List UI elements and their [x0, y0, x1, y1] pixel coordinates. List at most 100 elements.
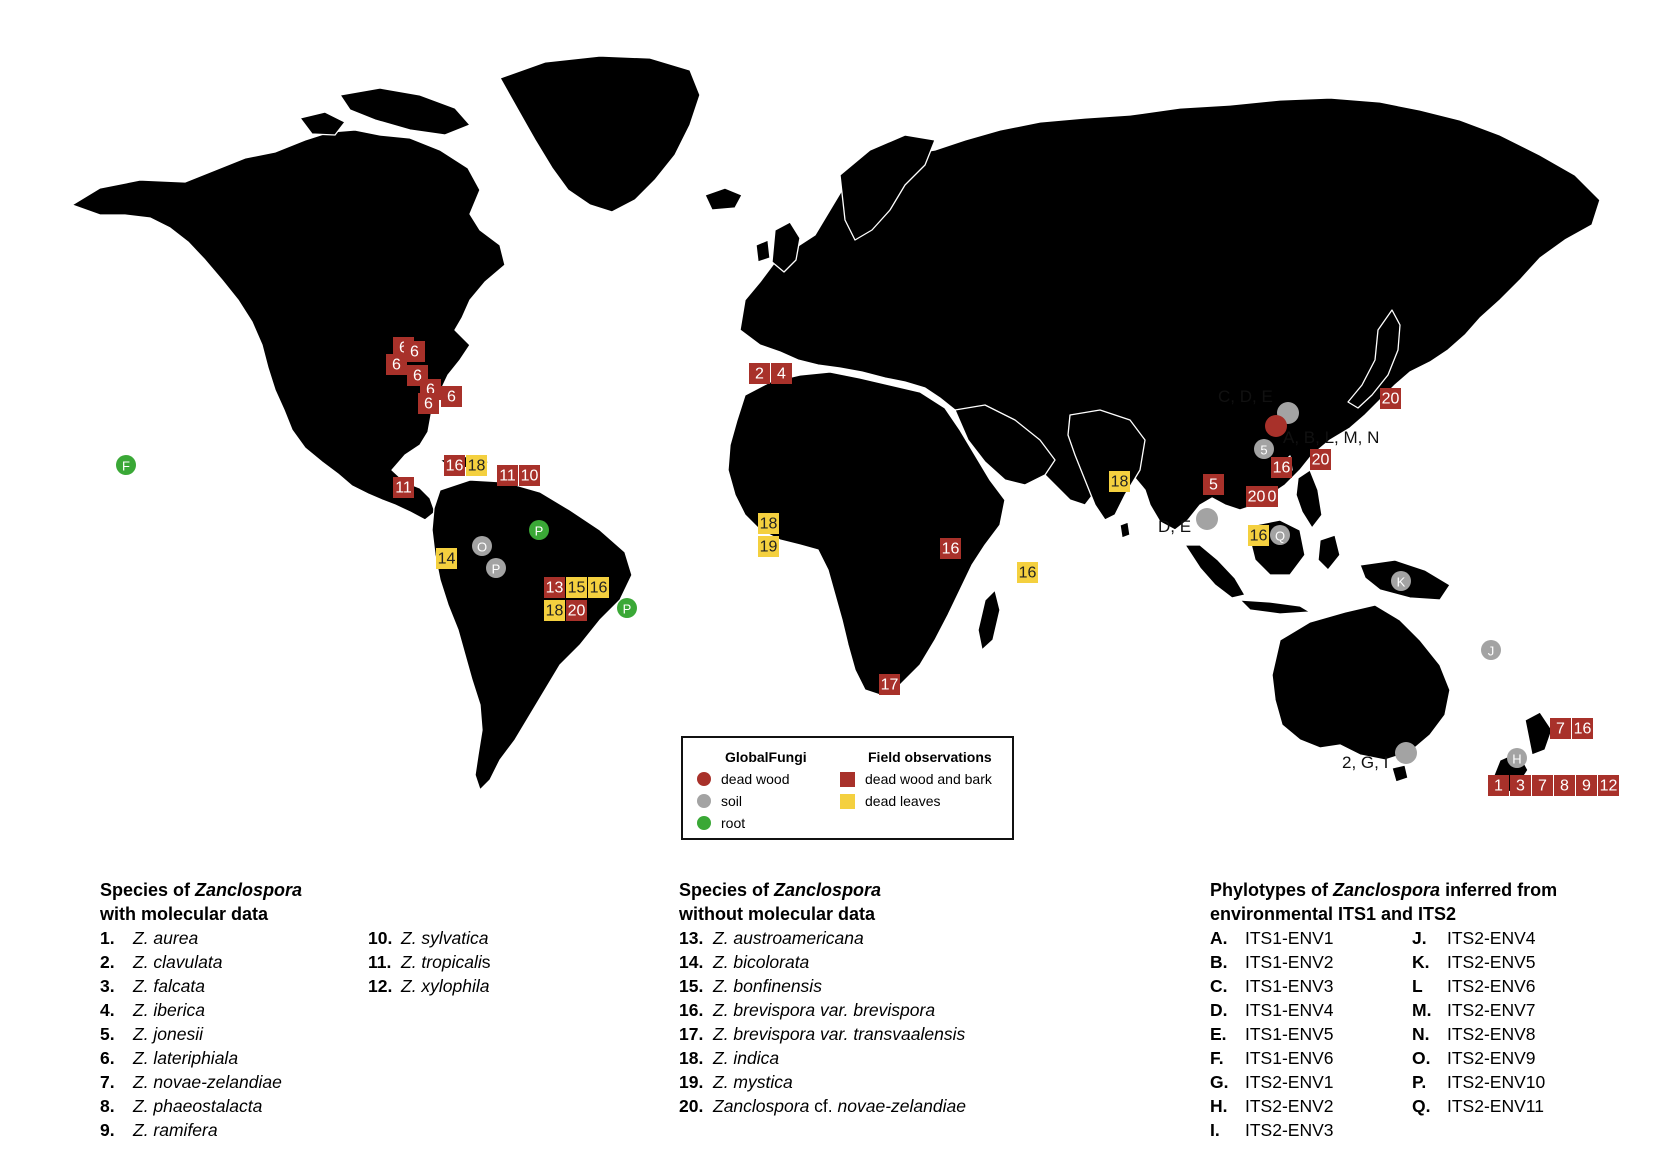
item-letter: J.: [1412, 928, 1427, 948]
marker-label: 20: [1248, 489, 1266, 506]
dead-leaves-marker: 18: [466, 455, 487, 476]
phylotype-item: I. ITS2-ENV3: [1210, 1118, 1557, 1142]
dead-wood-marker: 11: [393, 477, 414, 498]
phylotype-item: M. ITS2-ENV7: [1412, 998, 1545, 1022]
dead-wood-marker: 3: [1510, 775, 1531, 796]
marker-label: F: [122, 459, 130, 474]
species-mol-col-2: 10. Z. sylvatica 11. Z. tropicalis 12. Z. xyl…: [368, 926, 490, 998]
marker-label: Q: [1275, 529, 1285, 544]
list-item: 11. Z. tropicalis: [368, 952, 491, 972]
dead-wood-marker: 7: [1550, 718, 1571, 739]
species-nomol-list: 13. Z. austroamericana 14. Z. bicolorata 15.…: [679, 926, 966, 1118]
phylotypes-col-2: J. ITS2-ENV4 K. ITS2-ENV5 L ITS2-ENV6 M. ITS2-E…: [1412, 926, 1545, 1118]
dead-wood-marker: 17: [879, 674, 900, 695]
soil-marker: Q: [1270, 525, 1290, 545]
list-item: 15. Z. bonfinensis: [679, 974, 966, 998]
list-item: 7. Z. novae-zelandiae: [100, 1070, 302, 1094]
item-number: 2.: [100, 952, 115, 972]
dead-wood-marker: 6: [386, 354, 407, 375]
dead-wood-marker: 6: [418, 393, 439, 414]
list-item: 3. Z. falcata: [100, 974, 302, 998]
item-name: Zanclospora: [713, 1096, 810, 1116]
dead-wood-marker: 16: [1572, 718, 1593, 739]
list-item: 20. Zanclospora cf. novae-zelandiae: [679, 1096, 966, 1116]
marker-label: 16: [446, 458, 464, 475]
item-name: Z. austroamericana: [713, 928, 864, 948]
item-number: 14.: [679, 952, 704, 972]
dead-wood-marker: 4: [771, 363, 792, 384]
madagascar: [977, 589, 1001, 651]
dead-wood-circle-icon: [697, 772, 711, 786]
phylotype-callout: C, D, E: [1218, 387, 1273, 406]
phylotype-item: L ITS2-ENV6: [1412, 974, 1545, 998]
arabia: [954, 404, 1056, 486]
item-name: Z. brevispora var. brevispora: [713, 1000, 936, 1020]
item-letter: F.: [1210, 1048, 1224, 1068]
item-name: Z. clavulata: [133, 952, 223, 972]
dead-wood-marker: 8: [1554, 775, 1575, 796]
phylotypes-title: Phylotypes of Zanclospora inferred from: [1210, 880, 1558, 900]
item-name: Z. lateriphiala: [133, 1048, 239, 1068]
marker-label: 16: [1574, 721, 1592, 738]
soil-marker: O: [472, 536, 492, 556]
phylotype-item: Q. ITS2-ENV11: [1412, 1094, 1545, 1118]
phylotype-item: F. ITS1-ENV6: [1210, 1046, 1557, 1070]
legend-item-root: root: [697, 812, 807, 834]
species-without-molecular-data: Species of Zanclospora without molecular…: [679, 878, 966, 1118]
marker-label: 11: [499, 468, 516, 485]
list-item: 18. Z. indica: [679, 1046, 966, 1070]
legend-label: dead leaves: [865, 793, 941, 809]
dead-leaves-marker: 19: [758, 536, 779, 557]
species-mol-col-2-wrap: 10. Z. sylvatica 11. Z. tropicalis 12. Z. xyl…: [368, 926, 490, 998]
marker-label: 18: [1111, 474, 1129, 491]
legend-label: soil: [721, 793, 743, 809]
phylotype-item: P. ITS2-ENV10: [1412, 1070, 1545, 1094]
species-with-molecular-data: Species of Zanclospora with molecular da…: [100, 878, 302, 1142]
item-letter: D.: [1210, 1000, 1228, 1020]
marker-label: 14: [438, 551, 456, 568]
land-masses: [71, 55, 1601, 796]
item-name: ITS2-ENV6: [1447, 976, 1536, 996]
dead-wood-marker: 9: [1576, 775, 1597, 796]
legend-item-dead-wood: dead wood: [697, 768, 807, 790]
list-item: 17. Z. brevispora var. transvaalensis: [679, 1022, 966, 1046]
dead-wood-marker: 20: [1310, 449, 1331, 470]
item-letter: H.: [1210, 1096, 1228, 1116]
item-name: ITS1-ENV4: [1245, 1000, 1334, 1020]
marker-label: 5: [1209, 477, 1218, 494]
legend-item-dead-leaves: dead leaves: [840, 790, 992, 812]
list-item: 12. Z. xylophila: [368, 974, 490, 998]
item-name: Z. mystica: [713, 1072, 793, 1092]
marker-label: 4: [777, 366, 786, 383]
item-name: ITS1-ENV3: [1245, 976, 1334, 996]
item-name: ITS1-ENV5: [1245, 1024, 1334, 1044]
list-item: 14. Z. bicolorata: [679, 950, 966, 974]
dead-wood-marker: 13: [544, 577, 565, 598]
item-number: 4.: [100, 1000, 115, 1020]
list-item: 10. Z. sylvatica: [368, 926, 490, 950]
phylotypes-block: Phylotypes of Zanclospora inferred from …: [1210, 878, 1557, 1142]
marker-label: 15: [568, 580, 586, 597]
root-marker: P: [617, 598, 637, 618]
item-name: ITS2-ENV5: [1447, 952, 1536, 972]
marker-label: 16: [1250, 528, 1268, 545]
dead-leaves-marker: 14: [436, 548, 457, 569]
philippines: [1295, 469, 1323, 529]
species-mol-title-2: with molecular data: [100, 904, 269, 924]
java: [1239, 599, 1311, 615]
list-item: 19. Z. mystica: [679, 1070, 966, 1094]
marker-label: 18: [760, 516, 778, 533]
phylotype-callout: D, E: [1158, 517, 1191, 536]
dead-wood-marker: 20: [1246, 486, 1267, 507]
item-name: ITS2-ENV10: [1447, 1072, 1546, 1092]
root-marker: P: [529, 520, 549, 540]
item-name: ITS2-ENV8: [1447, 1024, 1536, 1044]
phylotype-item: K. ITS2-ENV5: [1412, 950, 1545, 974]
iceland: [704, 187, 743, 211]
item-number: 17.: [679, 1024, 704, 1044]
marker-label: 20: [1382, 391, 1400, 408]
item-number: 11.: [368, 952, 392, 972]
item-letter: B.: [1210, 952, 1228, 972]
list-item: 16. Z. brevispora var. brevispora: [679, 998, 966, 1022]
species-mol-title: Species of Zanclospora: [100, 880, 303, 900]
